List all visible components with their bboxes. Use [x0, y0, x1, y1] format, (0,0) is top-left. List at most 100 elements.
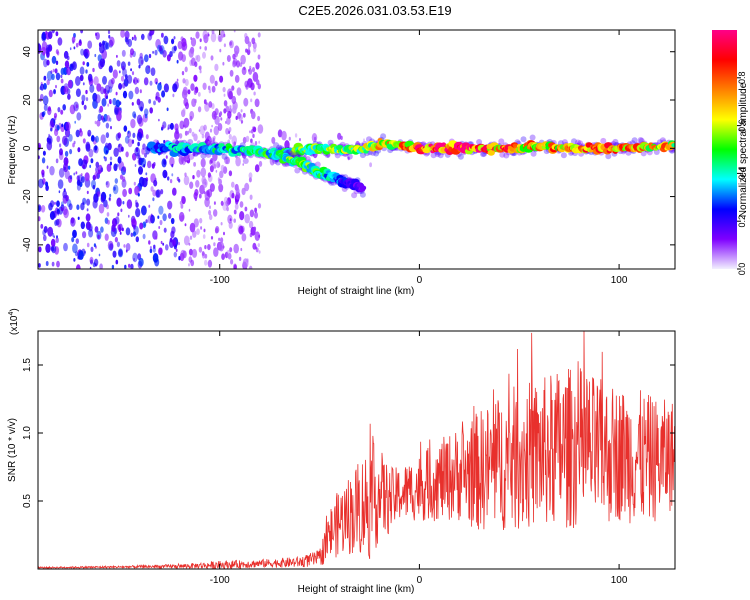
noise-mark [150, 67, 156, 76]
noise-mark [74, 120, 76, 124]
noise-mark [136, 98, 141, 106]
noise-mark [195, 180, 200, 188]
noise-mark [85, 213, 91, 222]
noise-mark [46, 165, 49, 169]
noise-mark [181, 195, 183, 199]
noise-mark [208, 101, 213, 108]
noise-mark [134, 199, 138, 205]
noise-mark [125, 151, 129, 158]
noise-mark [127, 130, 130, 134]
noise-mark [219, 170, 224, 179]
noise-mark [218, 237, 221, 241]
noise-mark [133, 34, 136, 39]
noise-mark [229, 218, 232, 222]
noise-mark [221, 253, 226, 260]
noise-mark [106, 204, 109, 210]
noise-mark [233, 64, 236, 67]
noise-mark [128, 214, 130, 218]
noise-mark [60, 67, 65, 75]
noise-mark [53, 235, 55, 239]
noise-mark [41, 157, 46, 164]
noise-mark [99, 263, 103, 269]
noise-mark [56, 260, 60, 268]
noise-mark [80, 202, 85, 211]
noise-mark [196, 169, 201, 178]
noise-mark [195, 55, 199, 61]
noise-mark [40, 83, 45, 91]
noise-mark [188, 128, 192, 134]
noise-mark [176, 176, 180, 182]
noise-mark [163, 139, 166, 144]
noise-mark [47, 107, 52, 116]
noise-mark [149, 33, 152, 37]
noise-mark [254, 211, 258, 219]
noise-mark [115, 133, 121, 141]
snr-y-ticks: 0.5 1.0 1.5 [22, 358, 675, 508]
noise-mark [127, 38, 133, 48]
noise-mark [222, 202, 228, 211]
noise-mark [73, 46, 76, 50]
main-trace-halo [600, 137, 607, 144]
noise-mark [155, 235, 158, 240]
noise-mark [233, 218, 236, 223]
noise-mark [109, 161, 112, 166]
noise-mark [92, 262, 96, 268]
noise-mark [122, 90, 128, 99]
noise-mark [62, 190, 67, 199]
noise-mark [288, 136, 291, 141]
noise-mark [94, 226, 99, 233]
noise-mark [43, 75, 47, 81]
noise-mark [55, 218, 60, 226]
noise-mark [138, 64, 141, 69]
noise-mark [281, 130, 287, 141]
noise-mark [239, 201, 244, 208]
noise-mark [84, 172, 90, 182]
noise-mark [112, 69, 118, 79]
noise-mark [226, 250, 231, 258]
noise-mark [56, 135, 61, 143]
colorbar-ticks: 0.0 0.2 0.4 0.6 0.8 [737, 72, 747, 275]
branch-trace-mark [359, 185, 367, 191]
noise-mark [148, 65, 151, 69]
spectrogram-x-label: Height of straight line (km) [298, 286, 415, 297]
noise-mark [141, 205, 147, 216]
noise-mark [56, 125, 60, 131]
noise-mark [105, 95, 108, 100]
noise-mark [71, 237, 75, 243]
noise-mark [169, 237, 173, 243]
noise-mark [181, 54, 186, 63]
noise-mark [54, 128, 59, 137]
snr-x-label: Height of straight line (km) [298, 584, 415, 595]
noise-mark [340, 135, 343, 140]
noise-mark [157, 82, 162, 91]
main-trace-halo [612, 138, 619, 145]
noise-mark [204, 259, 208, 266]
noise-mark [161, 90, 166, 98]
noise-mark [143, 164, 146, 168]
noise-mark [117, 212, 120, 217]
snr-multiplier: (x104) [8, 308, 20, 335]
noise-mark [218, 183, 224, 193]
noise-mark [258, 160, 263, 167]
noise-mark [210, 32, 217, 43]
noise-mark [173, 251, 177, 258]
noise-mark [122, 166, 127, 173]
noise-mark [223, 33, 226, 38]
noise-mark [190, 37, 193, 40]
noise-mark [124, 264, 127, 269]
noise-mark [38, 246, 42, 253]
noise-mark [42, 229, 46, 236]
noise-mark [249, 209, 255, 218]
noise-mark [224, 156, 229, 165]
noise-mark [228, 170, 233, 177]
noise-mark [228, 127, 232, 132]
noise-mark [108, 243, 114, 251]
noise-mark [47, 226, 54, 237]
noise-mark [43, 234, 47, 242]
snr-panel: -100 0 100 0.5 1.0 1.5 Height of straight li… [7, 308, 676, 595]
noise-mark [73, 172, 76, 176]
noise-mark [120, 30, 125, 38]
noise-mark [188, 208, 191, 212]
main-trace-halo [437, 152, 444, 159]
